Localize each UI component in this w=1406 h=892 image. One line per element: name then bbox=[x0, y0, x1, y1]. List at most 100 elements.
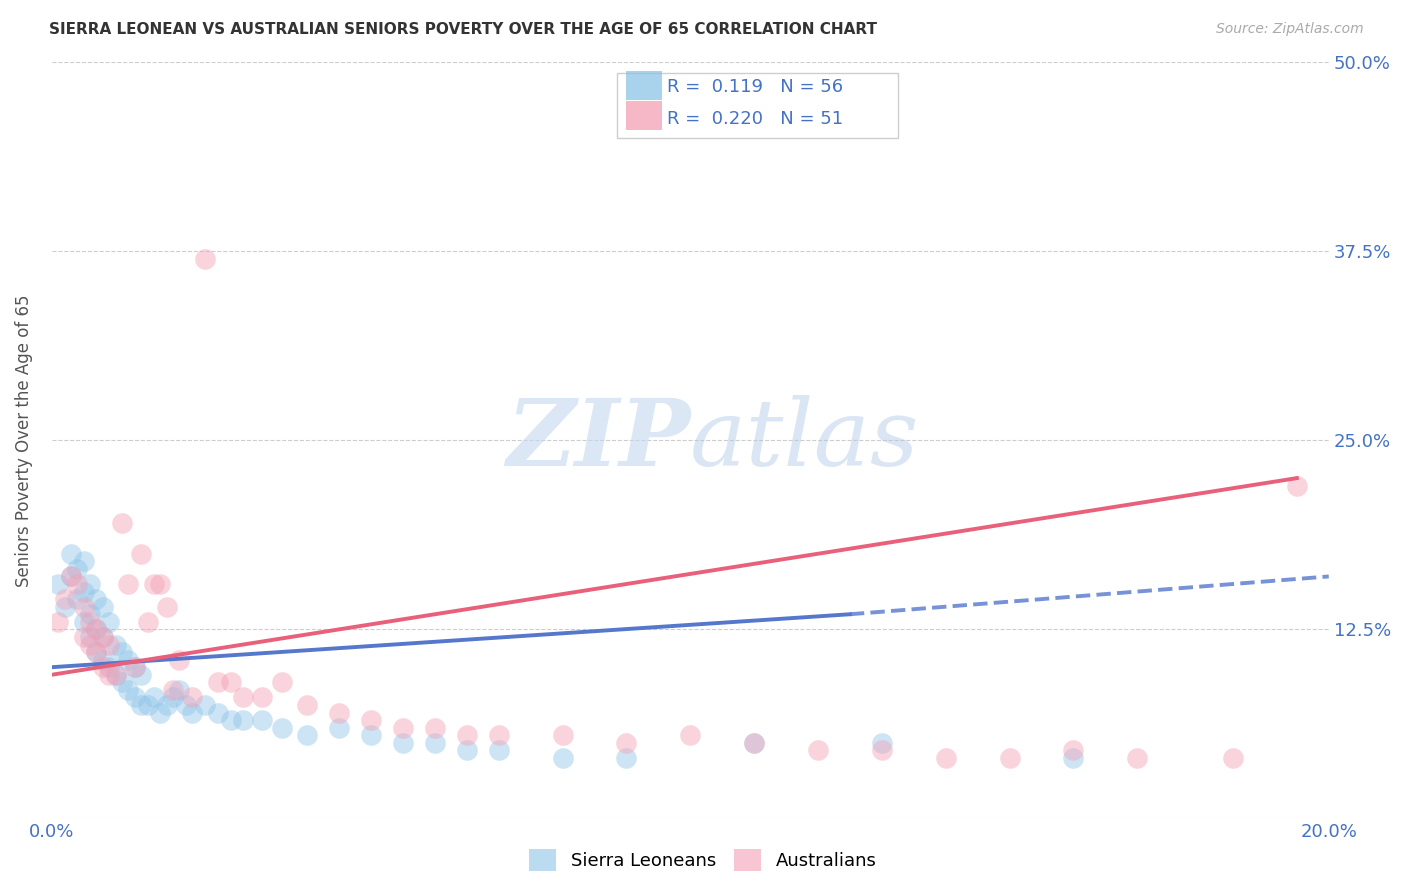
Legend: Sierra Leoneans, Australians: Sierra Leoneans, Australians bbox=[522, 842, 884, 879]
Point bbox=[73, 584, 96, 599]
Point bbox=[1062, 743, 1084, 757]
Point bbox=[1222, 751, 1244, 765]
Point bbox=[870, 736, 893, 750]
Point bbox=[86, 623, 108, 637]
Point bbox=[360, 728, 382, 742]
Point bbox=[98, 660, 121, 674]
Point bbox=[104, 667, 127, 681]
Point bbox=[46, 577, 69, 591]
Point bbox=[73, 554, 96, 568]
Point bbox=[46, 615, 69, 629]
Point bbox=[207, 675, 229, 690]
Text: ZIP: ZIP bbox=[506, 395, 690, 485]
Point bbox=[79, 577, 101, 591]
Point bbox=[129, 547, 152, 561]
Point bbox=[66, 592, 89, 607]
Text: R =  0.119   N = 56: R = 0.119 N = 56 bbox=[668, 78, 844, 96]
Point bbox=[181, 690, 204, 705]
Point bbox=[551, 728, 574, 742]
Point bbox=[111, 645, 134, 659]
Point bbox=[142, 577, 165, 591]
Point bbox=[91, 660, 114, 674]
Point bbox=[998, 751, 1021, 765]
Point bbox=[86, 623, 108, 637]
FancyBboxPatch shape bbox=[627, 71, 662, 100]
Point bbox=[59, 569, 82, 583]
Point bbox=[142, 690, 165, 705]
Point bbox=[136, 615, 159, 629]
Point bbox=[1285, 478, 1308, 492]
Point bbox=[551, 751, 574, 765]
Point bbox=[86, 645, 108, 659]
Y-axis label: Seniors Poverty Over the Age of 65: Seniors Poverty Over the Age of 65 bbox=[15, 294, 32, 587]
Point bbox=[136, 698, 159, 712]
Point bbox=[91, 630, 114, 644]
Point bbox=[98, 638, 121, 652]
Point bbox=[129, 667, 152, 681]
Text: SIERRA LEONEAN VS AUSTRALIAN SENIORS POVERTY OVER THE AGE OF 65 CORRELATION CHAR: SIERRA LEONEAN VS AUSTRALIAN SENIORS POV… bbox=[49, 22, 877, 37]
Point bbox=[1062, 751, 1084, 765]
Point bbox=[742, 736, 765, 750]
Point bbox=[79, 638, 101, 652]
Point bbox=[807, 743, 830, 757]
Point bbox=[79, 615, 101, 629]
Point bbox=[232, 713, 254, 727]
Point bbox=[124, 660, 146, 674]
Point bbox=[117, 652, 139, 666]
Point bbox=[232, 690, 254, 705]
Point bbox=[252, 690, 274, 705]
Point bbox=[59, 547, 82, 561]
Point bbox=[456, 743, 478, 757]
Point bbox=[104, 667, 127, 681]
Text: R =  0.220   N = 51: R = 0.220 N = 51 bbox=[668, 110, 844, 128]
FancyBboxPatch shape bbox=[617, 73, 898, 137]
Point bbox=[423, 736, 446, 750]
Point bbox=[91, 630, 114, 644]
Point bbox=[169, 652, 191, 666]
Point bbox=[181, 706, 204, 720]
Point bbox=[295, 728, 318, 742]
Point bbox=[73, 599, 96, 614]
Point bbox=[129, 698, 152, 712]
Point bbox=[679, 728, 702, 742]
Point bbox=[742, 736, 765, 750]
Point bbox=[124, 660, 146, 674]
Point bbox=[79, 630, 101, 644]
Point bbox=[270, 675, 292, 690]
FancyBboxPatch shape bbox=[627, 102, 662, 130]
Point bbox=[328, 706, 350, 720]
Text: Source: ZipAtlas.com: Source: ZipAtlas.com bbox=[1216, 22, 1364, 37]
Point bbox=[117, 577, 139, 591]
Point bbox=[207, 706, 229, 720]
Point bbox=[111, 675, 134, 690]
Point bbox=[73, 615, 96, 629]
Point bbox=[104, 638, 127, 652]
Point bbox=[252, 713, 274, 727]
Point bbox=[162, 690, 184, 705]
Point bbox=[66, 562, 89, 576]
Point bbox=[194, 698, 217, 712]
Point bbox=[98, 615, 121, 629]
Point bbox=[616, 736, 638, 750]
Point bbox=[79, 607, 101, 622]
Point bbox=[616, 751, 638, 765]
Point bbox=[149, 706, 172, 720]
Point bbox=[162, 682, 184, 697]
Point bbox=[66, 577, 89, 591]
Point bbox=[360, 713, 382, 727]
Point bbox=[91, 652, 114, 666]
Point bbox=[219, 713, 242, 727]
Point bbox=[98, 667, 121, 681]
Point bbox=[328, 721, 350, 735]
Point bbox=[174, 698, 197, 712]
Point bbox=[53, 592, 76, 607]
Point bbox=[870, 743, 893, 757]
Point bbox=[124, 690, 146, 705]
Point bbox=[488, 728, 510, 742]
Text: atlas: atlas bbox=[690, 395, 920, 485]
Point bbox=[156, 698, 179, 712]
Point bbox=[219, 675, 242, 690]
Point bbox=[1126, 751, 1149, 765]
Point bbox=[169, 682, 191, 697]
Point bbox=[392, 736, 415, 750]
